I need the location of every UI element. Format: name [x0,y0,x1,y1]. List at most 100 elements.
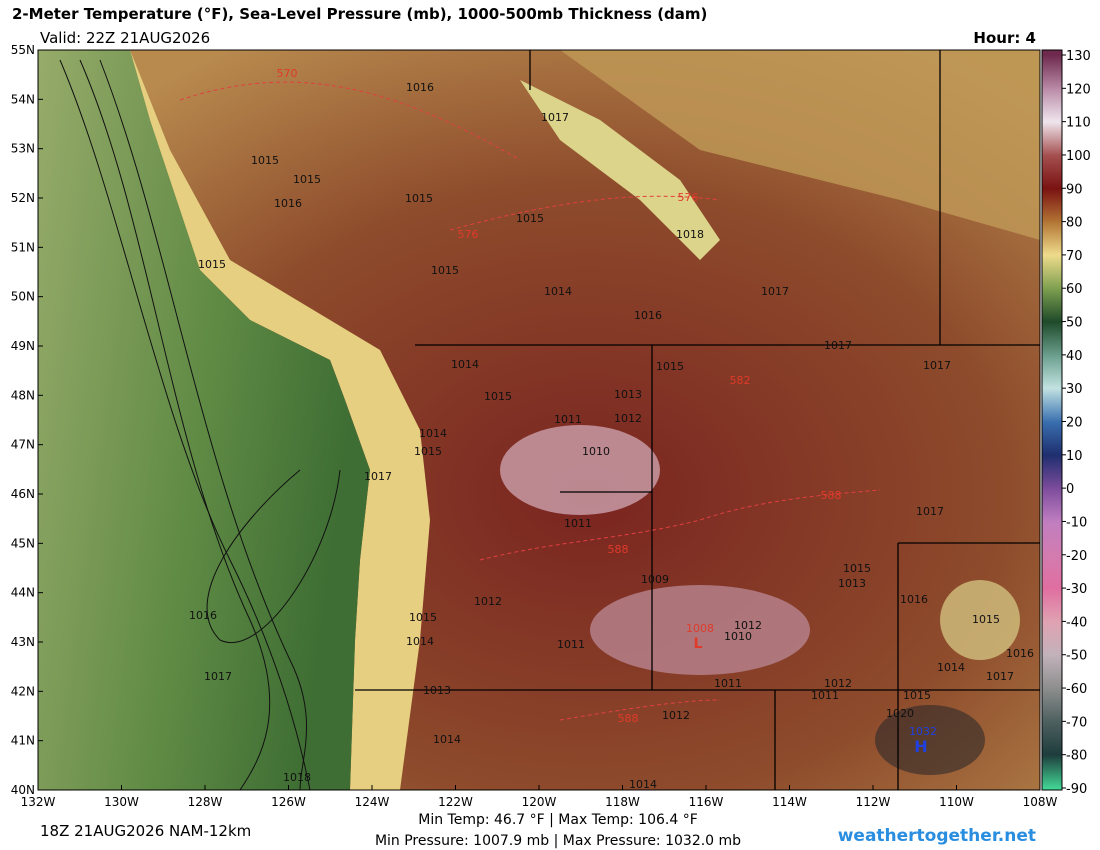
colorbar-segment [1042,654,1062,689]
lon-label: 132W [21,795,56,809]
lon-label: 114W [772,795,807,809]
colorbar-segment [1042,688,1062,722]
colorbar-label: 50 [1066,316,1083,331]
colorbar-segment [1042,154,1062,189]
lon-label: 122W [438,795,473,809]
pressure-label: 1017 [761,285,789,298]
pressure-label: 1016 [406,81,434,94]
lat-label: 51N [11,240,35,254]
lat-label: 54N [11,92,35,106]
temp-range: Min Temp: 46.7 °F | Max Temp: 106.4 °F [418,812,698,828]
thickness-label: 570 [277,67,298,80]
thickness-lines [179,81,881,721]
colorbar-segment [1042,188,1062,223]
pressure-label: 1017 [824,339,852,352]
lon-label: 120W [522,795,557,809]
lon-label: 116W [689,795,724,809]
pressure-label: 1015 [903,689,931,702]
pressure-label: 1012 [662,709,690,722]
cool-area [875,705,985,775]
pressure-label: 1017 [916,505,944,518]
pressure-label: 1015 [431,264,459,277]
colorbar-segment [1042,55,1062,89]
lon-label: 124W [355,795,390,809]
high-value: 1032 [909,725,937,738]
colorbar-label: -40 [1066,615,1087,630]
pressure-label: 1017 [986,670,1014,683]
pressure-label: 1011 [811,689,839,702]
colorbar-label: -70 [1066,715,1087,730]
lon-label: 118W [605,795,640,809]
lon-label: 110W [939,795,974,809]
colorbar-label: -50 [1066,649,1087,664]
colorbar-label: 40 [1066,349,1083,364]
pressure-label: 1020 [886,707,914,720]
pressure-label: 1015 [656,360,684,373]
pressure-label: 1015 [409,611,437,624]
thickness-label: 582 [730,374,751,387]
colorbar-label: 0 [1066,482,1074,497]
lat-label: 45N [11,536,35,550]
valley-band [520,80,720,260]
colorbar-segment [1042,321,1062,356]
colorbar-segment [1042,421,1062,456]
pressure-label: 1018 [283,771,311,784]
colorbar-label: -80 [1066,749,1087,764]
low-value: 1008 [686,622,714,635]
pressure-label: 1011 [554,413,582,426]
colorbar-frame [1041,49,1063,791]
pressure-label: 1016 [634,309,662,322]
lat-label: 47N [11,438,35,452]
colorbar-segment [1042,354,1062,389]
colorbar-segment [1042,488,1062,522]
lat-label: 52N [11,191,35,205]
pressure-label: 1014 [544,285,572,298]
colorbar-segment [1042,88,1062,123]
valid-time: Valid: 22Z 21AUG2026 [40,29,210,47]
thickness-label: 588 [608,543,629,556]
pressure-label: 1014 [451,358,479,371]
pressure-label: 1014 [433,733,461,746]
colorbar-segment [1042,754,1062,789]
pressure-label: 1014 [419,427,447,440]
colorbar-segment [1042,621,1062,656]
colorbar-label: -60 [1066,682,1087,697]
pressure-label: 1011 [564,517,592,530]
colorbar-label: -30 [1066,582,1087,597]
lon-label: 108W [1023,795,1058,809]
colorbar-label: 130 [1066,49,1091,64]
thickness-label: 588 [618,712,639,725]
pressure-range: Min Pressure: 1007.9 mb | Max Pressure: … [375,833,741,849]
pressure-label: 1010 [582,445,610,458]
thickness-label: 576 [458,228,479,241]
colorbar-label: 110 [1066,116,1091,131]
pressure-label: 1011 [557,638,585,651]
colorbar-cap [1042,50,1062,55]
colorbar-label: 90 [1066,182,1083,197]
pressure-label: 1012 [474,595,502,608]
pressure-label: 1015 [843,562,871,575]
pressure-label: 1015 [516,212,544,225]
lat-label: 40N [11,783,35,797]
colorbar-label: 100 [1066,149,1091,164]
pressure-label: 1010 [724,630,752,643]
borders [355,50,1040,790]
pressure-label: 1015 [251,154,279,167]
north-land [38,50,1040,240]
colorbar-segment [1042,388,1062,422]
colorbar-cap [1042,788,1062,790]
title: 2-Meter Temperature (°F), Sea-Level Pres… [12,5,707,23]
lon-label: 128W [188,795,223,809]
warm-area [590,585,810,675]
ocean [38,50,370,790]
lat-label: 48N [11,388,35,402]
colorbar-label: 60 [1066,282,1083,297]
lon-label: 112W [856,795,891,809]
colorbar-label: 20 [1066,416,1083,431]
pressure-label: 1012 [734,619,762,632]
colorbar-segment [1042,721,1062,756]
pressure-label: 1009 [641,573,669,586]
colorbar-segment [1042,254,1062,289]
pressure-label: 1014 [937,661,965,674]
lat-label: 50N [11,290,35,304]
